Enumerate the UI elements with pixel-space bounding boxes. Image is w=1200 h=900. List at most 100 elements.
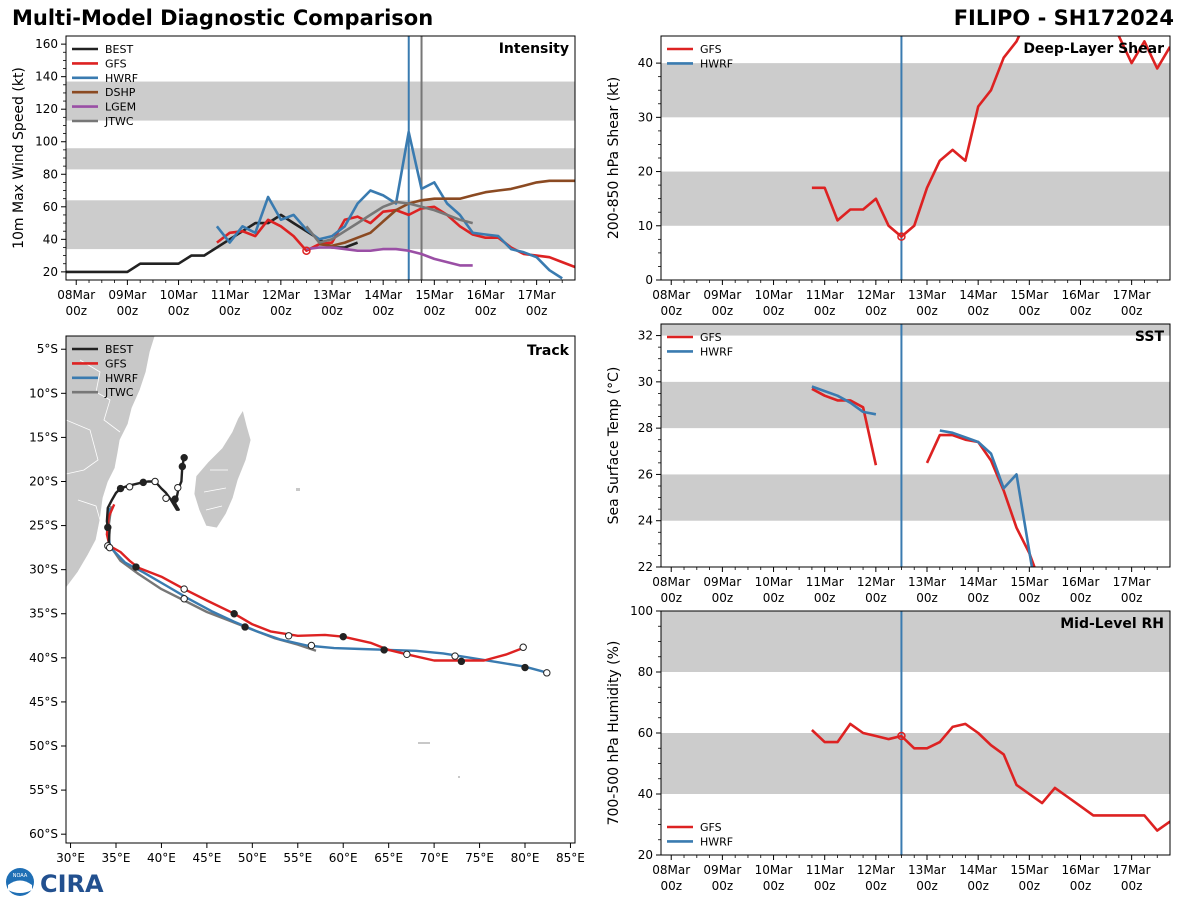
rh-xtick-hour: 00z bbox=[1019, 879, 1041, 893]
intensity-xtick-hour: 00z bbox=[475, 304, 497, 318]
shear-panel: 0 10 20 30 40 08Mar 00z 09Mar 00z 10Mar 00z 11Mar 00… bbox=[606, 35, 1171, 318]
shear-xtick-hour: 00z bbox=[712, 304, 734, 318]
intensity-ytick-label: 80 bbox=[43, 167, 58, 181]
track-ytick-label: 60°S bbox=[29, 827, 58, 841]
shear-xtick-hour: 00z bbox=[814, 304, 836, 318]
sst-xtick-label: 13Mar bbox=[908, 575, 946, 589]
intensity-xtick-hour: 00z bbox=[219, 304, 241, 318]
track-title: Track bbox=[527, 343, 570, 359]
intensity-xtick-hour: 00z bbox=[526, 304, 548, 318]
intensity-xtick-label: 10Mar bbox=[160, 288, 198, 302]
intensity-xtick-label: 13Mar bbox=[313, 288, 351, 302]
rh-ytick-label: 60 bbox=[638, 726, 653, 740]
sst-xtick-label: 08Mar bbox=[652, 575, 690, 589]
shear-xtick-hour: 00z bbox=[1019, 304, 1041, 318]
rh-xtick-hour: 00z bbox=[865, 879, 887, 893]
track-xtick-label: 45°E bbox=[192, 851, 221, 865]
intensity-xtick-label: 14Mar bbox=[364, 288, 402, 302]
land-madagascar bbox=[193, 408, 252, 529]
shear-xtick-hour: 00z bbox=[967, 304, 989, 318]
rh-xtick-hour: 00z bbox=[814, 879, 836, 893]
track-marker-gfs bbox=[457, 657, 466, 666]
track-marker-best bbox=[116, 484, 125, 493]
track-panel: 30°E 35°E 40°E 45°E 50°E 55°E 60°E 65°E 70°E 75°E… bbox=[29, 335, 585, 865]
track-xtick-label: 35°E bbox=[102, 851, 131, 865]
sst-series bbox=[811, 385, 1036, 567]
rh-xtick-hour: 00z bbox=[916, 879, 938, 893]
intensity-legend-label-jtwc: JTWC bbox=[104, 115, 134, 128]
shear-legend-label-hwrf: HWRF bbox=[700, 57, 733, 70]
sst-xtick-hour: 00z bbox=[814, 591, 836, 605]
track-marker-best bbox=[125, 483, 134, 491]
shear-xtick-label: 14Mar bbox=[959, 288, 997, 302]
intensity-gfs-init-marker bbox=[302, 246, 311, 255]
intensity-band-2 bbox=[66, 81, 575, 121]
intensity-legend-label-dshp: DSHP bbox=[105, 86, 136, 99]
track-marker-best bbox=[151, 477, 159, 486]
sst-line-hwrf-3 bbox=[939, 429, 1034, 567]
shear-xtick-label: 09Mar bbox=[703, 288, 741, 302]
track-xtick-label: 55°E bbox=[283, 851, 312, 865]
rh-xtick-label: 08Mar bbox=[652, 863, 690, 877]
track-marker-best bbox=[180, 453, 188, 462]
intensity-xtick-hour: 00z bbox=[168, 304, 190, 318]
rh-title: Mid-Level RH bbox=[1060, 616, 1164, 632]
sst-xtick-label: 10Mar bbox=[755, 575, 793, 589]
sst-xtick-label: 11Mar bbox=[806, 575, 844, 589]
intensity-series bbox=[66, 130, 575, 280]
track-marker-hwrf bbox=[105, 543, 114, 552]
track-ytick-label: 10°S bbox=[29, 386, 58, 400]
sst-xtick-label: 12Mar bbox=[857, 575, 895, 589]
intensity-xtick-hour: 00z bbox=[270, 304, 292, 318]
sst-band-1 bbox=[661, 381, 1170, 429]
sst-panel: 22 24 26 28 30 32 08Mar 00z 09Mar 00z 10Mar 00z 11Ma… bbox=[606, 323, 1171, 605]
intensity-ytick-label: 120 bbox=[35, 102, 58, 116]
track-marker-best bbox=[178, 462, 187, 471]
intensity-ylabel: 10m Max Wind Speed (kt) bbox=[11, 67, 27, 249]
islands bbox=[296, 488, 460, 778]
track-ytick-label: 45°S bbox=[29, 695, 58, 709]
intensity-xtick-label: 16Mar bbox=[467, 288, 505, 302]
shear-xtick-label: 08Mar bbox=[652, 288, 690, 302]
cira-logo: NOAA CIRA bbox=[6, 868, 104, 898]
intensity-ytick-label: 100 bbox=[35, 135, 58, 149]
shear-xtick-label: 12Mar bbox=[857, 288, 895, 302]
track-ytick-label: 40°S bbox=[29, 651, 58, 665]
rh-xtick-label: 15Mar bbox=[1010, 863, 1048, 877]
track-legend-label-best: BEST bbox=[105, 343, 133, 356]
track-marker-gfs bbox=[230, 610, 238, 618]
shear-series bbox=[811, 36, 1170, 238]
intensity-legend-label-gfs: GFS bbox=[105, 57, 127, 70]
track-marker-gfs bbox=[339, 632, 347, 641]
shear-band-1 bbox=[661, 63, 1170, 118]
track-xtick-label: 65°E bbox=[374, 851, 403, 865]
intensity-ytick-label: 160 bbox=[35, 37, 58, 51]
track-ytick-label: 55°S bbox=[29, 783, 58, 797]
sst-title: SST bbox=[1135, 329, 1165, 345]
track-marker-hwrf bbox=[307, 641, 316, 650]
track-ytick-label: 30°S bbox=[29, 563, 58, 577]
logo-text: CIRA bbox=[40, 870, 104, 898]
intensity-band-1 bbox=[66, 148, 575, 170]
rh-ytick-label: 100 bbox=[630, 604, 653, 618]
intensity-ytick-label: 20 bbox=[43, 265, 58, 279]
track-frame bbox=[65, 335, 576, 844]
track-ytick-label: 50°S bbox=[29, 739, 58, 753]
intensity-xtick-hour: 00z bbox=[321, 304, 343, 318]
track-xtick-label: 60°E bbox=[329, 851, 358, 865]
shear-xtick-hour: 00z bbox=[763, 304, 785, 318]
track-marker-gfs bbox=[521, 663, 529, 672]
intensity-xtick-label: 11Mar bbox=[211, 288, 249, 302]
rh-series bbox=[811, 722, 1170, 832]
sst-xtick-hour: 00z bbox=[1070, 591, 1092, 605]
storm-id-title: FILIPO - SH172024 bbox=[953, 6, 1174, 30]
shear-line-gfs-0 bbox=[811, 36, 1170, 238]
page-title: Multi-Model Diagnostic Comparison bbox=[12, 6, 434, 30]
shear-legend-label-gfs: GFS bbox=[700, 43, 722, 56]
track-marker-best bbox=[139, 478, 147, 487]
land-africa bbox=[66, 336, 156, 589]
sst-xtick-label: 09Mar bbox=[703, 575, 741, 589]
intensity-xtick-label: 17Mar bbox=[518, 288, 556, 302]
rh-xtick-hour: 00z bbox=[1121, 879, 1143, 893]
